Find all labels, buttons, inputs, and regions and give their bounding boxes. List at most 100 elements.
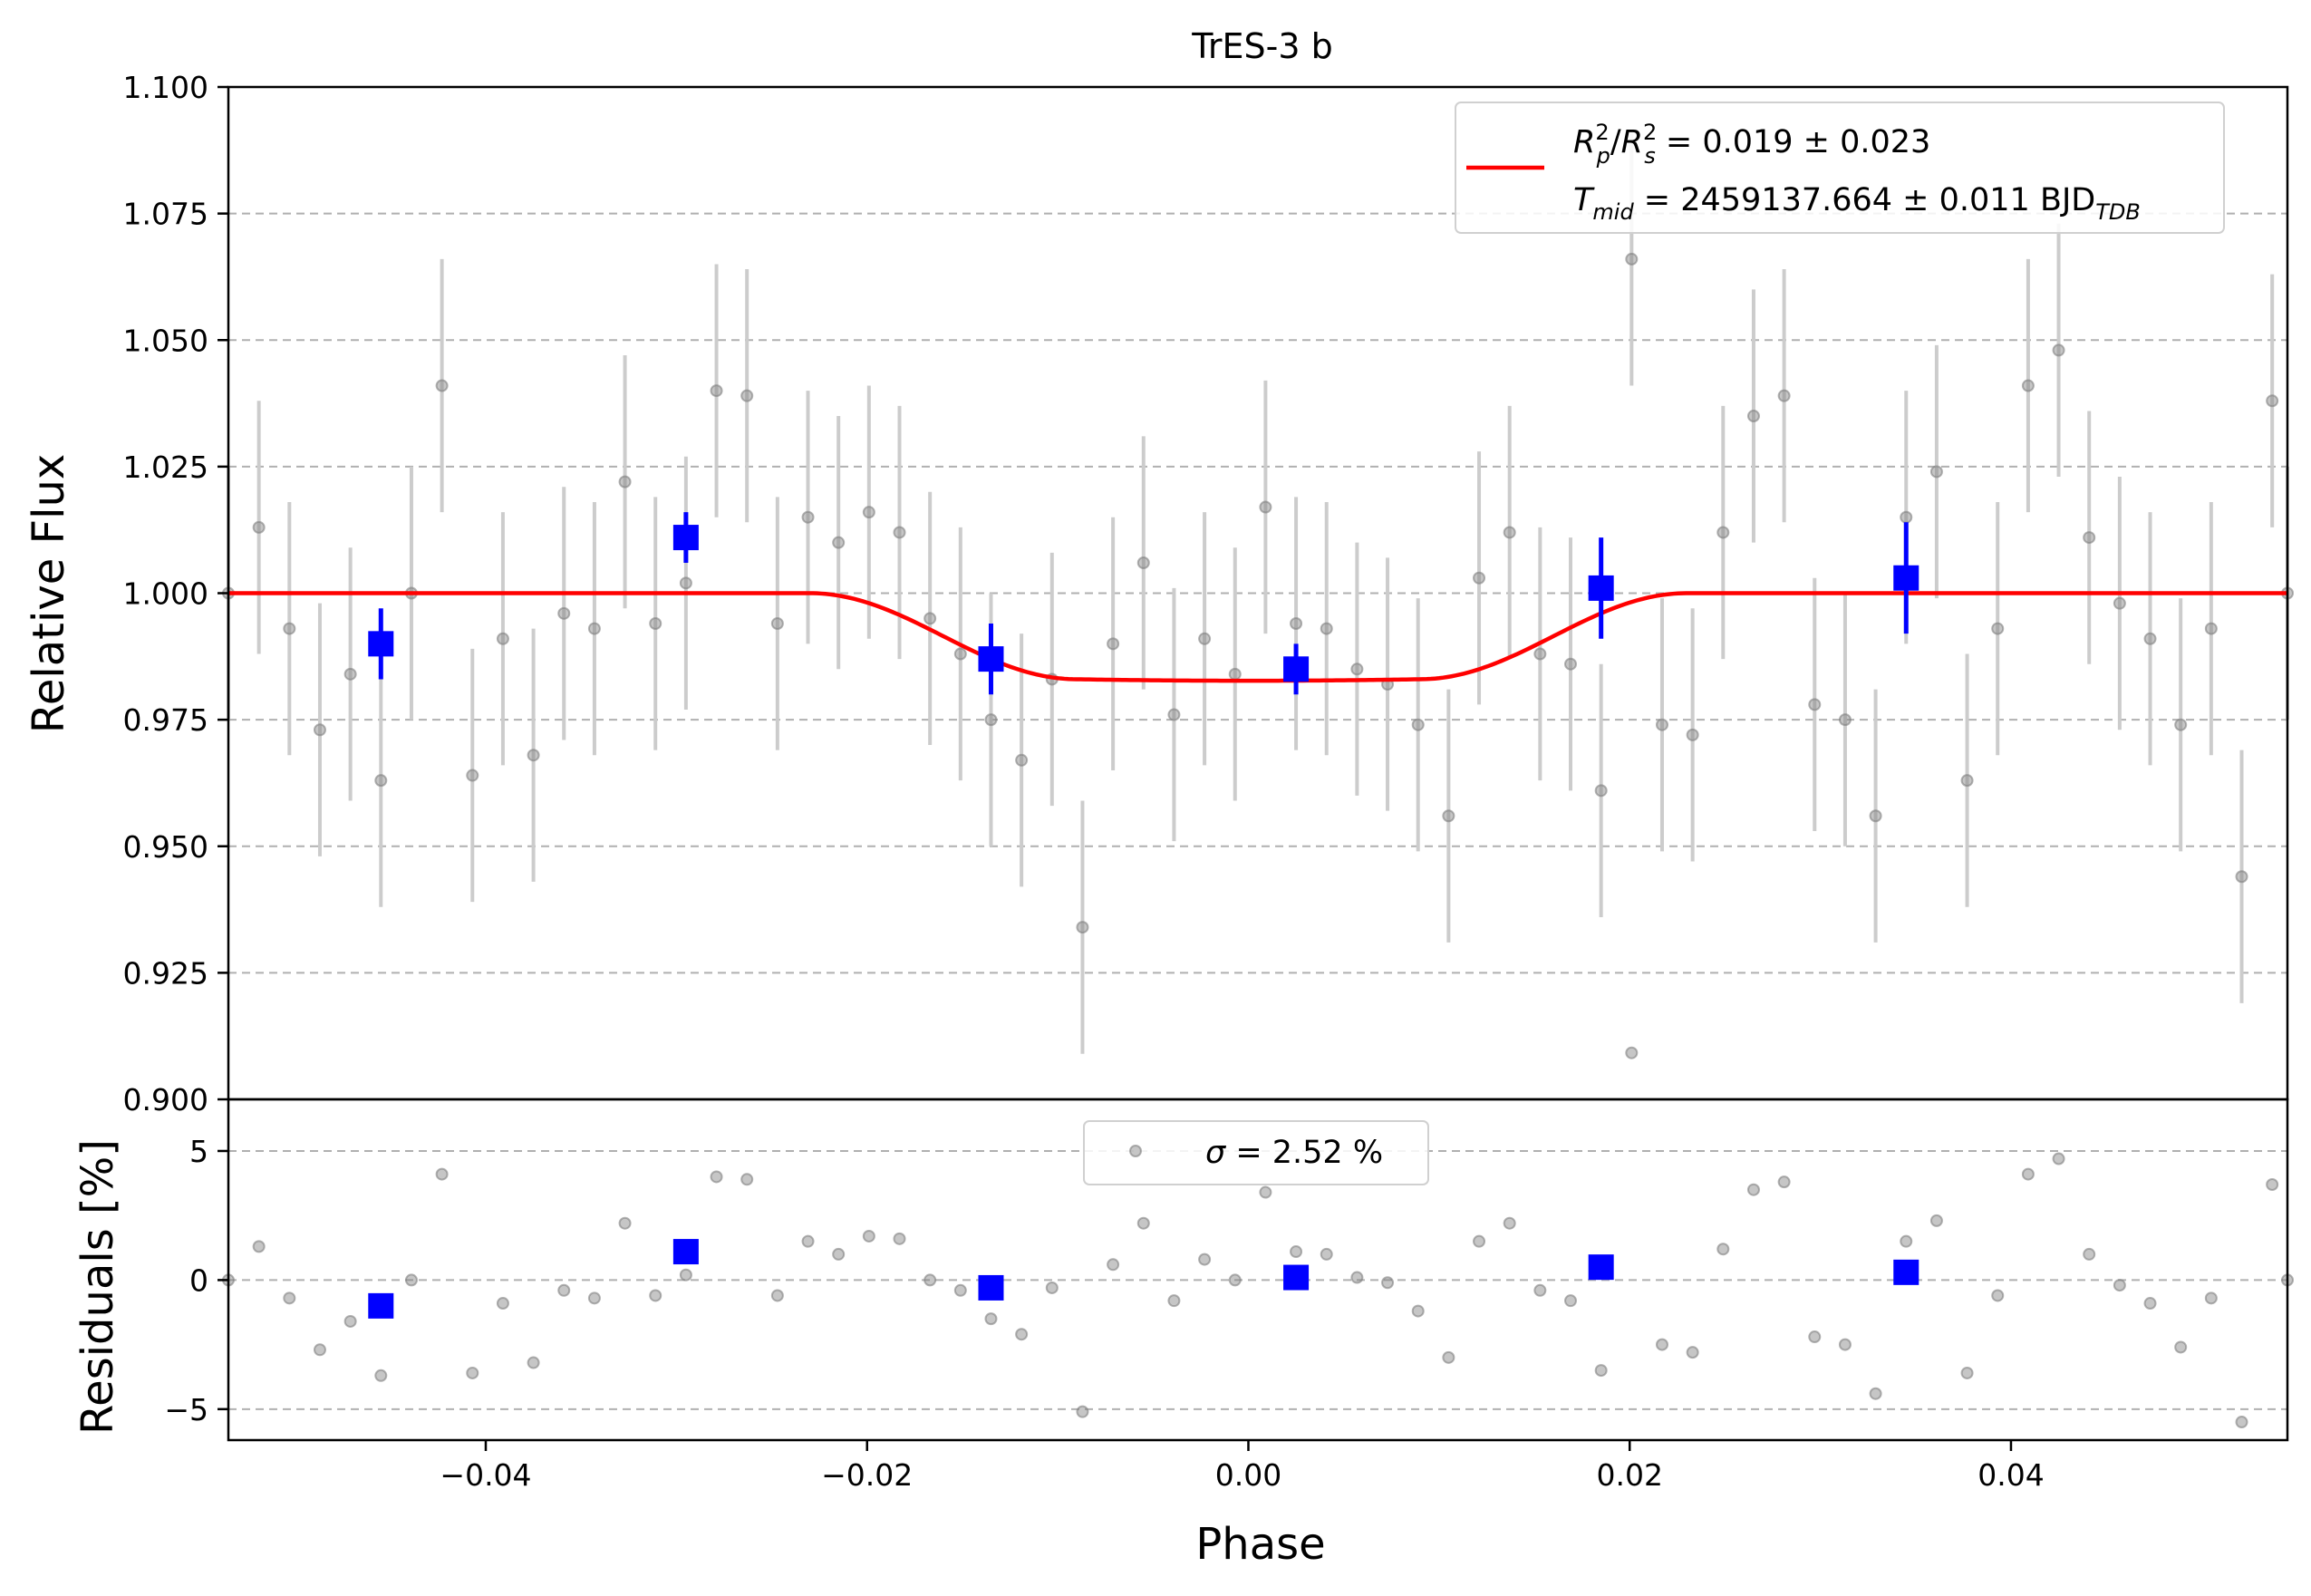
residual-point (770, 1289, 784, 1302)
flux-y-tick-label: 0.950 (123, 829, 208, 865)
residual-point (984, 1312, 998, 1326)
binned-residual (978, 1274, 1004, 1301)
raw-point (770, 617, 784, 631)
residual-point (740, 1173, 754, 1186)
raw-points (222, 252, 2294, 934)
legend-rp: R (1573, 124, 1595, 160)
residual-point (2143, 1297, 2157, 1311)
residual-point (1655, 1338, 1668, 1351)
raw-point (2204, 622, 2218, 635)
raw-point (2143, 632, 2157, 645)
flux-legend-box (1455, 102, 2225, 234)
flux-y-tick-label: 0.975 (123, 702, 208, 738)
residual-point (1045, 1281, 1059, 1294)
residual-point (1473, 1234, 1486, 1248)
residual-point (679, 1268, 692, 1282)
flux-y-tick-label: 1.100 (123, 70, 208, 105)
raw-point (1167, 708, 1181, 721)
residual-point (1290, 1245, 1303, 1259)
flux-legend: R2 p/R2 s = 0.019 ± 0.023 Tmid = 2459137.6… (1455, 102, 2225, 234)
residual-point (587, 1291, 601, 1305)
raw-point (1777, 389, 1791, 402)
residual-point (1259, 1185, 1272, 1199)
legend-rs-sup: 2 (1643, 120, 1657, 145)
raw-point (953, 647, 967, 661)
raw-point (2266, 394, 2279, 408)
residual-point (1136, 1216, 1150, 1230)
legend-rs: R (1621, 124, 1643, 160)
raw-point (679, 576, 692, 590)
raw-point (2235, 870, 2248, 884)
flux-y-tick-label: 1.000 (123, 576, 208, 612)
residual-point (1594, 1364, 1608, 1378)
legend-rp-sub: p (1596, 143, 1610, 169)
raw-errorbars (227, 132, 2289, 1054)
raw-point (1533, 647, 1547, 661)
residual-point (1929, 1214, 1943, 1227)
raw-point (1746, 410, 1760, 423)
raw-point (1228, 667, 1242, 681)
raw-point (1655, 718, 1668, 731)
residual-point (1564, 1294, 1578, 1308)
flux-y-tick-label: 0.900 (123, 1082, 208, 1117)
raw-point (313, 723, 326, 737)
raw-point (283, 622, 296, 635)
binned-point (1588, 575, 1614, 601)
raw-point (1716, 526, 1730, 539)
residual-point (527, 1356, 540, 1369)
residual-point (801, 1234, 815, 1248)
residual-point (1625, 1046, 1639, 1059)
raw-point (710, 384, 723, 398)
raw-point (587, 622, 601, 635)
legend-t-sub: mid (1592, 199, 1634, 225)
residual-point (2052, 1152, 2065, 1166)
residual-point (1381, 1276, 1395, 1290)
residual-point (2266, 1178, 2279, 1191)
residual-point (1411, 1304, 1425, 1318)
legend-depth-value: = 0.019 ± 0.023 (1656, 124, 1931, 160)
residual-point (2083, 1247, 2096, 1261)
residuals-y-tick-label: 0 (189, 1262, 208, 1298)
residual-point (466, 1366, 479, 1379)
binned-residual (1283, 1264, 1310, 1291)
x-axis-title: Phase (1195, 1519, 1325, 1570)
legend-tmid-text: Tmid = 2459137.664 ± 0.011 BJDTDB (1573, 182, 2141, 225)
residual-point (435, 1167, 449, 1181)
raw-point (2052, 343, 2065, 357)
residual-point (1350, 1271, 1364, 1284)
residuals-legend: σ = 2.52 % (1083, 1120, 1429, 1185)
raw-point (1473, 571, 1486, 585)
residuals-legend-box (1083, 1120, 1429, 1185)
residual-point (2174, 1340, 2188, 1354)
chart-title: TrES-3 b (1191, 26, 1332, 66)
residual-point (2204, 1291, 2218, 1305)
raw-point (2021, 379, 2035, 392)
raw-point (1259, 500, 1272, 514)
binned-point (1283, 656, 1310, 682)
residual-point (1167, 1294, 1181, 1308)
binned-point (368, 631, 394, 657)
residual-point (1198, 1253, 1212, 1266)
residual-point (1503, 1216, 1516, 1230)
residuals-y-axis-title: Residuals [%] (73, 1139, 123, 1435)
residual-point (1076, 1405, 1089, 1418)
residual-point (1991, 1289, 2005, 1302)
raw-point (923, 612, 937, 625)
legend-tmid-value: = 2459137.664 ± 0.011 BJD (1634, 182, 2096, 218)
residual-point (2235, 1416, 2248, 1429)
legend-sigma-value: = 2.52 % (1225, 1135, 1383, 1171)
x-tick-label: 0.00 (1215, 1457, 1281, 1493)
residual-point (893, 1232, 906, 1245)
residual-point (1960, 1366, 1974, 1379)
raw-point (862, 506, 875, 519)
raw-point (1015, 753, 1029, 767)
residual-point (649, 1289, 662, 1302)
residual-point (2113, 1279, 2126, 1292)
residuals-panel: −5 0 5 −0.04 −0.02 0.00 0.02 0.04 σ = 2.52 % (164, 1046, 2294, 1493)
raw-point (1869, 809, 1882, 823)
binned-residual (1893, 1259, 1919, 1285)
residuals-gridlines (228, 1149, 2287, 1410)
raw-point (374, 774, 388, 788)
residual-point (832, 1247, 846, 1261)
raw-point (2083, 531, 2096, 545)
